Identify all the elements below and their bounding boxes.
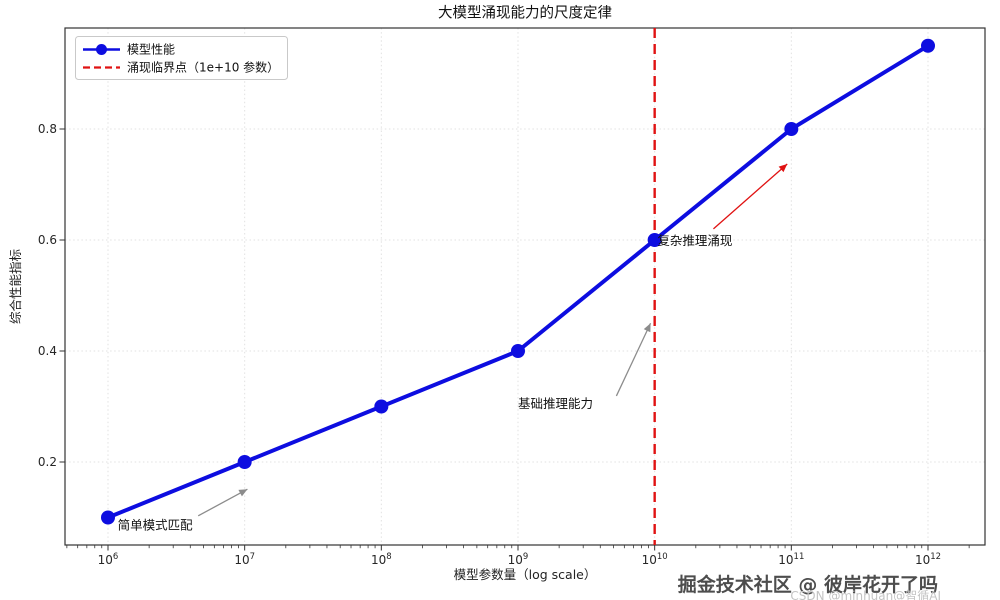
annotation-arrow xyxy=(197,488,248,517)
legend-marker-dot xyxy=(96,44,107,55)
watermark-csdn: CSDN @minhuan@智循AI xyxy=(790,588,941,600)
annotation-arrow-head xyxy=(238,489,248,497)
data-point-marker xyxy=(921,38,935,53)
legend-label: 涌现临界点（1e+10 参数） xyxy=(127,60,279,75)
y-tick-label: 0.2 xyxy=(38,455,57,469)
plot-border xyxy=(64,27,986,546)
y-tick-label: 0.8 xyxy=(38,122,57,136)
legend-label: 模型性能 xyxy=(127,43,175,57)
x-tick-label: 1011 xyxy=(778,552,804,567)
chart-title: 大模型涌现能力的尺度定律 xyxy=(438,5,612,22)
annotation-text: 简单模式匹配 xyxy=(118,518,194,533)
x-tick-label: 109 xyxy=(508,552,529,567)
data-point-marker xyxy=(237,455,252,469)
data-point-marker xyxy=(511,344,525,358)
data-point-marker xyxy=(647,233,662,247)
annotation-arrow xyxy=(615,322,652,397)
legend-entry: 涌现临界点（1e+10 参数） xyxy=(83,60,279,75)
annotation-arrow xyxy=(713,163,788,230)
data-point-marker xyxy=(784,122,799,136)
annotation-arrow-head xyxy=(643,323,651,333)
watermark-juejin: 掘金技术社区 @ 彼岸花开了吗 xyxy=(678,573,938,596)
x-tick-label: 1012 xyxy=(915,552,941,567)
x-tick-label: 108 xyxy=(371,552,392,567)
data-point-marker xyxy=(101,510,115,525)
legend-entry: 模型性能 xyxy=(83,43,175,57)
x-tick-label: 107 xyxy=(234,552,255,567)
y-axis-label: 综合性能指标 xyxy=(8,249,23,324)
y-tick-label: 0.6 xyxy=(38,233,57,247)
legend-box xyxy=(75,36,288,80)
y-tick-label: 0.4 xyxy=(38,344,57,358)
x-tick-label: 106 xyxy=(98,552,119,567)
annotation-text: 基础推理能力 xyxy=(518,396,593,411)
x-axis-label: 模型参数量（log scale） xyxy=(454,567,597,582)
x-tick-label: 1010 xyxy=(642,552,668,567)
data-point-marker xyxy=(374,399,389,414)
annotation-arrow-head xyxy=(778,163,788,173)
annotation-text: 复杂推理涌现 xyxy=(657,233,732,248)
